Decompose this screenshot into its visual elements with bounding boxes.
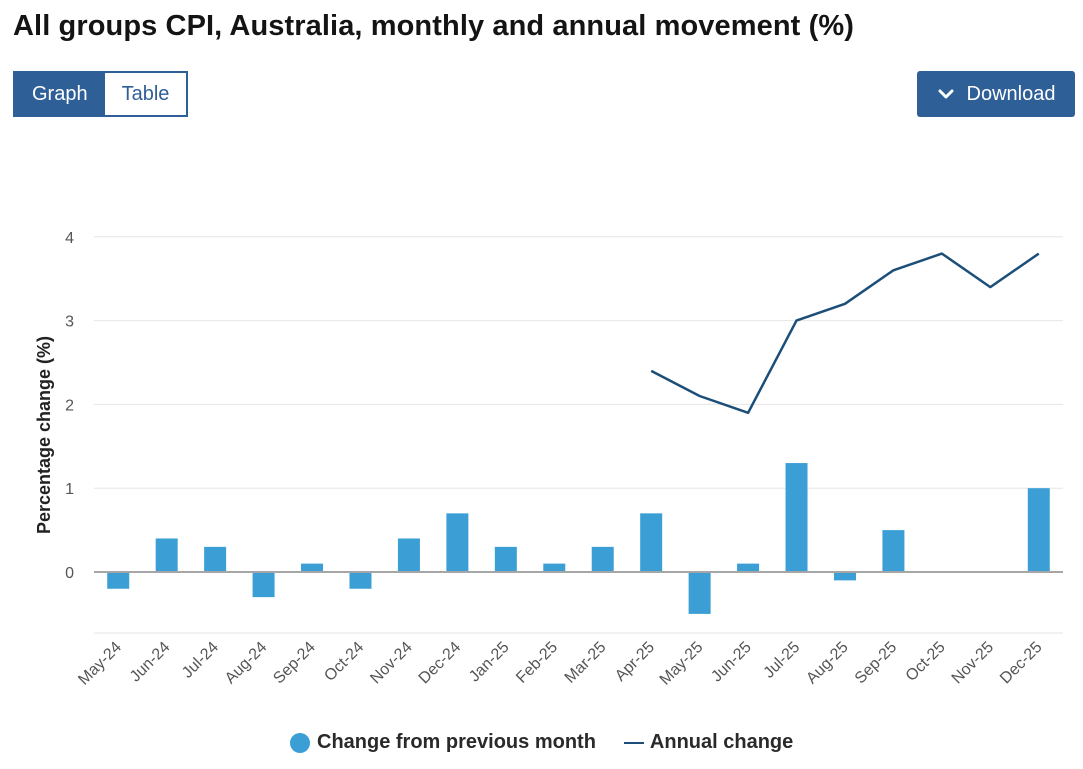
page-title: All groups CPI, Australia, monthly and a… — [13, 10, 854, 42]
bar-Aug-24[interactable] — [252, 572, 275, 598]
x-tick-label: Sep-25 — [852, 639, 901, 688]
x-tick-label: Jun-25 — [708, 639, 755, 686]
x-tick-label: Jul-24 — [179, 639, 222, 682]
x-tick-label: May-25 — [657, 639, 707, 689]
bar-Dec-25[interactable] — [1027, 488, 1050, 572]
x-tick-label: Dec-24 — [416, 639, 465, 688]
legend-bar-label: Change from previous month — [317, 731, 596, 753]
x-tick-label: Jun-24 — [127, 639, 174, 686]
bar-Oct-24[interactable] — [349, 572, 372, 589]
bar-Dec-24[interactable] — [446, 513, 469, 572]
table-tab[interactable]: Table — [104, 73, 187, 115]
grid-lines — [94, 236, 1063, 634]
bar-Apr-25[interactable] — [640, 513, 663, 572]
legend: Change from previous month Annual change — [290, 731, 793, 754]
annual-change-line[interactable] — [650, 252, 1040, 415]
bar-Jan-25[interactable] — [494, 546, 517, 572]
x-tick-label: Sep-24 — [270, 639, 319, 688]
x-tick-label: Oct-25 — [903, 639, 949, 685]
legend-line-label: Annual change — [649, 731, 794, 753]
x-tick-label: Nov-25 — [949, 639, 998, 688]
y-tick-label: 4 — [65, 230, 74, 247]
y-tick-label: 2 — [65, 397, 74, 414]
bar-Mar-25[interactable] — [591, 546, 614, 572]
bar-Jul-25[interactable] — [785, 463, 808, 572]
bar-Aug-25[interactable] — [833, 572, 856, 581]
y-tick-label: 0 — [65, 565, 74, 582]
bar-Jul-24[interactable] — [204, 546, 227, 572]
graph-tab[interactable]: Graph — [15, 73, 105, 115]
x-tick-label: Nov-24 — [367, 639, 416, 688]
bar-May-25[interactable] — [688, 572, 711, 614]
x-tick-label: Jul-25 — [761, 639, 804, 682]
x-axis-ticks: May-24 Jun-24 Jul-24 Aug-24 Sep-24 Oct-24 Nov-… — [75, 639, 1045, 689]
legend-bar-swatch — [290, 732, 310, 753]
legend-line-swatch — [623, 741, 644, 744]
bar-Nov-24[interactable] — [397, 538, 420, 572]
download-button[interactable]: Download — [917, 71, 1075, 117]
x-tick-label: Oct-24 — [321, 639, 367, 685]
y-axis-ticks: 0 1 2 3 4 — [65, 230, 74, 582]
x-tick-label: May-24 — [75, 639, 125, 689]
y-tick-label: 3 — [65, 314, 74, 331]
x-tick-label: Dec-25 — [997, 639, 1046, 688]
bar-Jun-25[interactable] — [737, 563, 760, 572]
x-tick-label: Aug-25 — [803, 639, 852, 688]
x-tick-label: Mar-25 — [562, 639, 610, 687]
monthly-bars — [107, 463, 1050, 614]
bar-May-24[interactable] — [107, 572, 130, 589]
bar-Jun-24[interactable] — [155, 538, 178, 572]
chevron-down-icon — [937, 85, 955, 103]
download-label: Download — [966, 82, 1056, 105]
bar-Sep-25[interactable] — [882, 530, 905, 572]
x-tick-label: Apr-25 — [612, 639, 658, 685]
x-tick-label: Feb-25 — [513, 639, 561, 687]
annual-line — [650, 252, 1040, 415]
x-tick-label: Jan-25 — [466, 639, 513, 686]
view-toggle: Graph Table — [13, 71, 189, 117]
bar-Feb-25[interactable] — [543, 563, 566, 572]
x-tick-label: Aug-24 — [222, 639, 271, 688]
bar-Sep-24[interactable] — [301, 563, 324, 572]
y-tick-label: 1 — [65, 481, 74, 498]
y-axis-label: Percentage change (%) — [34, 336, 54, 534]
